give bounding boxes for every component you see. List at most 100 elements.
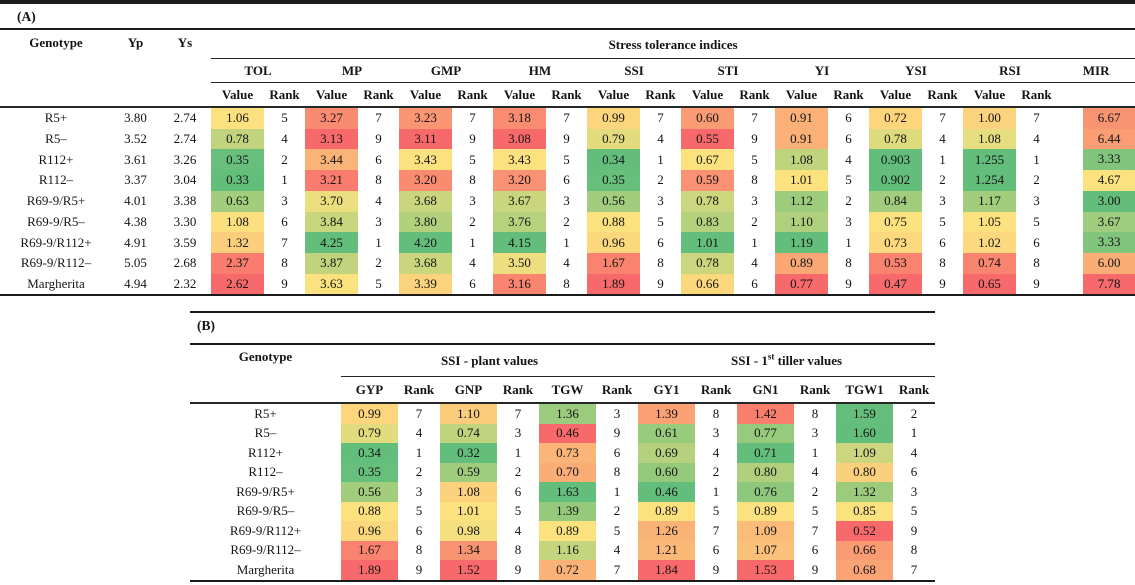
- rank-cell: 4: [469, 255, 476, 271]
- value-cell: 3.76: [493, 211, 546, 233]
- genotype-cell: R69-9/R112–: [20, 255, 92, 271]
- rank-cell: 3: [375, 213, 382, 229]
- value-cell: 1.32: [211, 232, 264, 253]
- value-cell: 0.71: [737, 443, 795, 463]
- value-cell: 1.21: [638, 540, 696, 560]
- rank-cell: 7: [712, 522, 720, 538]
- value-cell: 1.52: [440, 560, 497, 582]
- value-cell: 0.72: [869, 107, 922, 129]
- rank-cell: 6: [910, 464, 918, 480]
- rank-cell: 7: [893, 560, 936, 582]
- value-cell: 0.96: [341, 521, 398, 541]
- rank-cell: 5: [910, 503, 918, 519]
- value-cell: 0.46: [638, 482, 696, 502]
- rank-subheader: Rank: [794, 376, 837, 404]
- rank-cell: 7: [514, 405, 522, 421]
- value-cell: 1.59: [836, 403, 894, 424]
- rank-cell: 8: [910, 542, 918, 558]
- genotype-cell: Margherita: [190, 560, 341, 582]
- value-subheader: Value: [963, 82, 1016, 108]
- value-cell: 1.89: [341, 560, 398, 582]
- rank-cell: 8: [845, 255, 852, 271]
- yp-column-header: Yp: [112, 31, 159, 108]
- rank-cell: 6: [281, 213, 288, 229]
- yp-cell: 3.52: [124, 131, 147, 147]
- value-cell: 1.07: [737, 540, 795, 560]
- rank-cell: 3: [845, 213, 852, 229]
- rank-subheader: Rank: [546, 82, 587, 108]
- table-b-row: R112– 0.35 2 0.59 2 0.70 8 0.60 2 0.80 4 0.80 6: [190, 462, 935, 482]
- rank-cell: 1: [939, 151, 946, 167]
- value-cell: 2.62: [211, 273, 264, 297]
- rank-cell: 3: [657, 193, 664, 209]
- table-a-row: R112– 3.37 3.04 0.33 1 3.21 8 3.20 8 3.20 6 0.35 2 0.…: [0, 170, 1135, 191]
- mir-cell: 6.67: [1057, 107, 1135, 129]
- value-cell: 0.66: [836, 540, 894, 560]
- rank-cell: 3: [613, 405, 621, 421]
- value-cell: 0.35: [211, 149, 264, 171]
- yp-cell: 4.38: [124, 213, 147, 229]
- yp-cell: 3.61: [124, 151, 147, 167]
- genotype-cell: R5+: [44, 110, 68, 126]
- stress-tolerance-indices-table: Genotype Yp Ys Stress tolerance indices TOL M…: [0, 31, 1135, 297]
- rank-cell: 1: [657, 151, 664, 167]
- value-cell: 1.10: [440, 403, 497, 424]
- rank-cell: 8: [712, 405, 720, 421]
- rank-cell: 5: [811, 503, 819, 519]
- table-b-head: Genotype SSI - plant values SSI - 1st till…: [190, 345, 936, 404]
- value-cell: 3.50: [493, 252, 546, 274]
- mir-cell: 3.33: [1057, 149, 1135, 171]
- mir-cell: 7.78: [1057, 273, 1135, 297]
- ys-cell: 3.30: [173, 213, 197, 229]
- value-cell: 3.13: [305, 128, 358, 150]
- rank-subheader: Rank: [398, 376, 440, 404]
- value-cell: 1.01: [681, 232, 734, 253]
- rank-cell: 2: [563, 213, 570, 229]
- genotype-cell: R69-9/R112–: [230, 542, 301, 558]
- table-b-row: R69-9/R112– 1.67 8 1.34 8 1.16 4 1.21 6 1.07 6 0.66…: [190, 540, 935, 560]
- rank-cell: 7: [563, 110, 570, 126]
- rank-cell: 9: [398, 560, 440, 582]
- ys-cell: 3.59: [173, 234, 197, 250]
- value-cell: 0.53: [869, 252, 922, 274]
- value-cell: 0.902: [869, 170, 922, 191]
- rank-cell: 7: [469, 110, 476, 126]
- value-cell: 3.11: [399, 128, 452, 150]
- value-cell: 3.70: [305, 190, 358, 212]
- ys-column-header: Ys: [159, 31, 211, 108]
- value-cell: 0.59: [440, 462, 497, 482]
- value-cell: 4.20: [399, 232, 452, 253]
- rank-cell: 6: [734, 273, 775, 297]
- value-cell: 0.47: [869, 273, 922, 297]
- rank-cell: 9: [375, 131, 382, 147]
- top-rule: [0, 0, 1135, 4]
- value-cell: 1.84: [638, 560, 696, 582]
- table-a-body: R5+ 3.80 2.74 1.06 5 3.27 7 3.23 7 3.18 7 0.99 7 0.60…: [0, 107, 1135, 297]
- rank-cell: 7: [811, 522, 819, 538]
- table-b-row: R69-9/R5+ 0.56 3 1.08 6 1.63 1 0.46 1 0.76 2 1.32 3: [190, 482, 935, 502]
- rank-cell: 1: [751, 234, 758, 250]
- value-cell: 0.78: [681, 190, 734, 212]
- table-a-row: R69-9/R112+ 4.91 3.59 1.32 7 4.25 1 4.20 1 4.15 1 0…: [0, 232, 1135, 253]
- rank-cell: 5: [358, 273, 399, 297]
- value-cell: 0.63: [211, 190, 264, 212]
- rank-cell: 1: [1033, 151, 1040, 167]
- rank-cell: 4: [563, 255, 570, 271]
- value-cell: 0.96: [587, 232, 640, 253]
- panel-b-underline: [190, 343, 935, 345]
- rank-cell: 6: [845, 110, 852, 126]
- value-cell: 3.20: [493, 170, 546, 191]
- rank-cell: 1: [613, 483, 621, 499]
- value-cell: 1.00: [963, 107, 1016, 129]
- value-cell: 0.91: [775, 128, 828, 150]
- value-cell: 3.63: [305, 273, 358, 297]
- ys-cell: 2.74: [173, 131, 197, 147]
- table-b-body: R5+ 0.99 7 1.10 7 1.36 3 1.39 8 1.42 8 1.59 2 R5– 0.79…: [190, 403, 936, 582]
- value-cell: 4.15: [493, 232, 546, 253]
- trait-header-gnp: GNP: [440, 376, 497, 404]
- value-cell: 0.98: [440, 521, 497, 541]
- rank-cell: 9: [613, 425, 621, 441]
- rank-cell: 7: [596, 560, 639, 582]
- value-cell: 0.80: [737, 462, 795, 482]
